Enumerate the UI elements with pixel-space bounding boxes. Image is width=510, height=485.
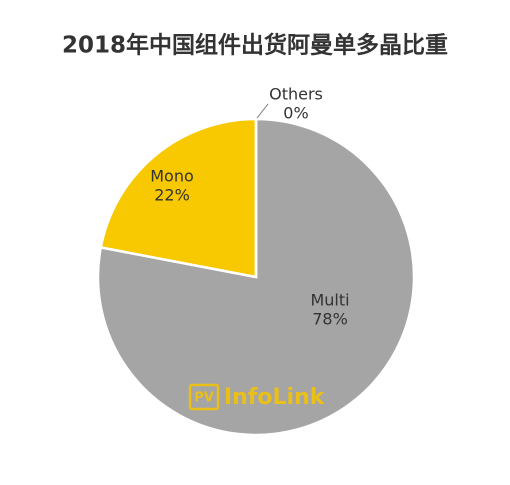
- leader-line: [256, 103, 269, 119]
- slice-value: 78%: [312, 310, 348, 329]
- slice-name: Mono: [150, 167, 194, 186]
- watermark-badge-box: [188, 383, 220, 411]
- slice-value: 22%: [154, 186, 190, 205]
- watermark: PV InfoLink: [188, 383, 326, 411]
- pie-slice: [99, 117, 258, 279]
- slice-value: 0%: [283, 104, 308, 123]
- slice-name: Others: [269, 85, 323, 104]
- watermark-badge: PV: [194, 391, 214, 406]
- slice-name: Multi: [310, 291, 349, 310]
- watermark-text: InfoLink: [224, 385, 326, 410]
- pie: [96, 117, 416, 437]
- pie-slice: [96, 117, 416, 437]
- chart-title: 2018年中国组件出货阿曼单多晶比重: [62, 32, 448, 59]
